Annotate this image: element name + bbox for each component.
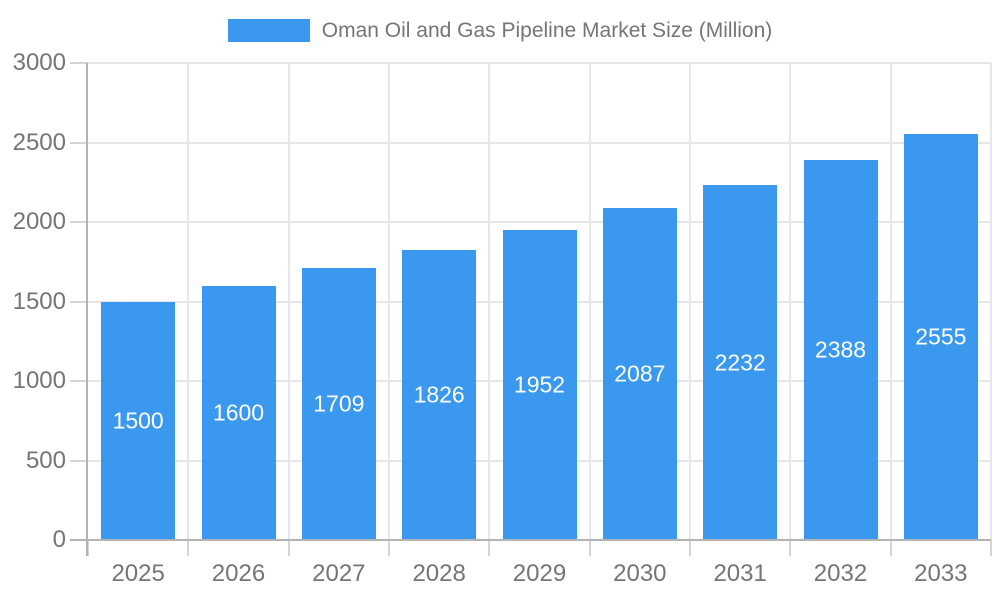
bar-value-label: 1826 — [413, 381, 465, 408]
gridline-horizontal — [88, 141, 991, 144]
x-axis-tick-label: 2029 — [512, 560, 567, 587]
bar-2032[interactable]: 2388 — [803, 160, 878, 540]
x-axis-tick-label: 2026 — [211, 560, 266, 587]
x-axis-tick — [588, 540, 591, 556]
gridline-vertical — [889, 63, 892, 540]
gridline-vertical — [388, 63, 390, 540]
bar-value-label: 2388 — [814, 336, 867, 363]
gridline-vertical — [588, 63, 591, 540]
bar-value-label: 2555 — [915, 323, 967, 350]
bar-value-label: 1709 — [313, 390, 365, 417]
x-axis-tick — [388, 540, 390, 556]
bar-2031[interactable]: 2232 — [703, 185, 778, 540]
x-axis-tick-label: 2028 — [412, 560, 466, 587]
legend: Oman Oil and Gas Pipeline Market Size (M… — [0, 19, 1000, 42]
x-axis-tick — [287, 540, 290, 556]
x-axis-tick-label: 2027 — [312, 560, 366, 587]
gridline-vertical — [789, 63, 792, 540]
x-axis-tick-label: 2032 — [813, 560, 868, 587]
y-axis-tick — [70, 221, 88, 223]
gridline-vertical — [689, 63, 691, 540]
x-axis-tick — [689, 540, 691, 556]
y-axis-tick — [70, 141, 88, 144]
bar-value-label: 1600 — [212, 399, 265, 426]
y-axis-line — [86, 63, 88, 556]
y-axis-tick-label: 500 — [25, 446, 66, 474]
x-axis-tick-label: 2030 — [613, 560, 667, 587]
x-axis-tick — [87, 540, 89, 556]
bar-value-label: 2087 — [614, 360, 666, 387]
bar-value-label: 2232 — [714, 349, 766, 376]
x-axis-tick — [488, 540, 491, 556]
y-axis-tick — [70, 380, 88, 382]
y-axis-tick-label: 1000 — [12, 367, 66, 394]
y-axis-tick-label: 0 — [52, 526, 66, 553]
gridline-vertical — [187, 63, 190, 540]
bar-2029[interactable]: 1952 — [502, 229, 577, 540]
y-axis-tick-label: 1500 — [12, 287, 66, 315]
bar-value-label: 1952 — [513, 371, 566, 398]
y-axis-tick — [70, 300, 88, 303]
x-axis-tick — [990, 540, 992, 556]
bar-2025[interactable]: 1500 — [101, 301, 176, 540]
x-axis-tick — [889, 540, 892, 556]
bar-2028[interactable]: 1826 — [402, 249, 477, 540]
x-axis-tick — [187, 540, 190, 556]
bar-2030[interactable]: 2087 — [602, 208, 677, 540]
y-axis-tick-label: 2500 — [12, 128, 66, 156]
x-axis-tick-label: 2031 — [713, 560, 767, 587]
x-axis-tick-label: 2033 — [914, 560, 968, 587]
plot-area: 1500 1600 1709 1826 1952 2087 2232 2388 2555 — [88, 62, 992, 540]
legend-swatch-icon — [227, 19, 310, 42]
legend-item[interactable]: Oman Oil and Gas Pipeline Market Size (M… — [227, 19, 773, 42]
bar-2026[interactable]: 1600 — [201, 285, 276, 540]
gridline-vertical — [287, 63, 290, 540]
legend-label: Oman Oil and Gas Pipeline Market Size (M… — [321, 19, 773, 42]
gridline-horizontal — [88, 221, 991, 223]
bar-2027[interactable]: 1709 — [301, 268, 376, 540]
bar-value-label: 1500 — [112, 407, 164, 434]
bar-2033[interactable]: 2555 — [903, 133, 978, 540]
x-axis-line — [70, 539, 991, 541]
x-axis-tick-label: 2025 — [111, 560, 165, 587]
gridline-vertical — [990, 63, 992, 540]
gridline-horizontal — [88, 62, 991, 64]
gridline-vertical — [488, 63, 491, 540]
y-axis-tick-label: 3000 — [12, 49, 66, 76]
y-axis-tick-label: 2000 — [12, 208, 66, 235]
x-axis-tick — [789, 540, 792, 556]
y-axis-tick — [70, 459, 88, 462]
y-axis-tick — [70, 62, 88, 64]
